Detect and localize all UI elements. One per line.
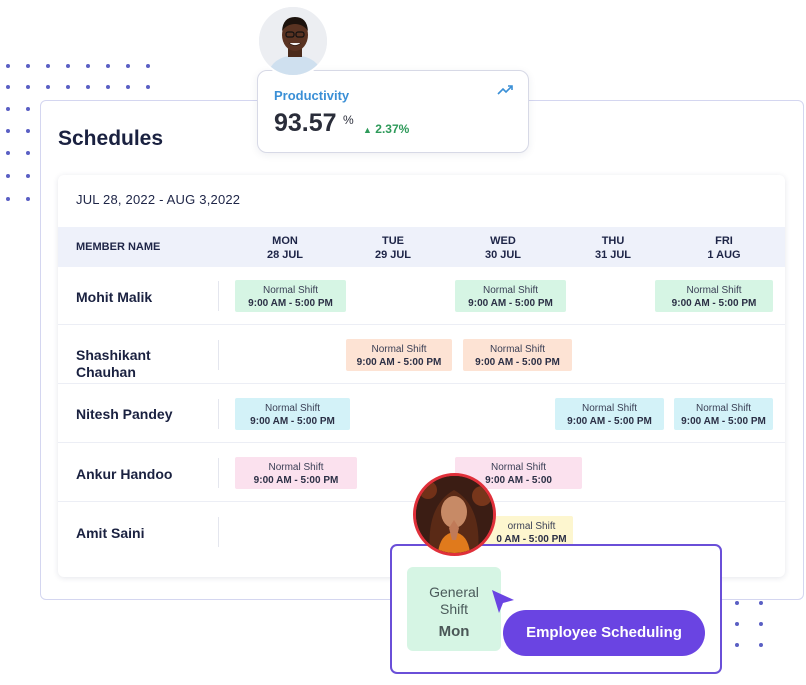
general-shift-card[interactable]: General Shift Mon bbox=[407, 567, 501, 651]
member-name: Mohit Malik bbox=[76, 289, 153, 305]
shift-block[interactable]: Normal Shift 9:00 AM - 5:00 PM bbox=[463, 339, 572, 371]
shift-label: Normal Shift bbox=[371, 344, 427, 355]
column-header-tue: TUE 29 JUL bbox=[348, 234, 438, 262]
column-separator bbox=[218, 399, 219, 429]
member-name: Shashikant Chauhan bbox=[76, 347, 151, 380]
avatar bbox=[257, 5, 329, 77]
day-label: FRI bbox=[715, 235, 733, 247]
date-label: 28 JUL bbox=[266, 249, 304, 261]
employee-scheduling-button[interactable]: Employee Scheduling bbox=[503, 610, 705, 656]
day-label: THU bbox=[601, 235, 625, 247]
avatar bbox=[413, 473, 496, 556]
shift-block[interactable]: Normal Shift 9:00 AM - 5:00 PM bbox=[674, 398, 773, 430]
column-header-mon: MON 28 JUL bbox=[240, 234, 330, 262]
member-name: Amit Saini bbox=[76, 525, 145, 541]
shift-block[interactable]: Normal Shift 9:00 AM - 5:00 PM bbox=[235, 457, 357, 489]
shift-label: Normal Shift bbox=[482, 285, 538, 296]
day-label: TUE bbox=[382, 235, 404, 247]
column-header-wed: WED 30 JUL bbox=[458, 234, 548, 262]
table-header bbox=[58, 227, 785, 267]
column-separator bbox=[218, 281, 219, 311]
column-header-fri: FRI 1 AUG bbox=[679, 234, 769, 262]
shift-block[interactable]: Normal Shift 9:00 AM - 5:00 PM bbox=[346, 339, 452, 371]
triangle-up-icon: ▲ bbox=[363, 125, 372, 135]
page-title: Schedules bbox=[58, 127, 164, 150]
shift-label: Normal Shift bbox=[490, 462, 546, 473]
productivity-label: Productivity bbox=[274, 88, 350, 103]
productivity-value: 93.57 bbox=[274, 109, 337, 137]
column-header-member: MEMBER NAME bbox=[76, 241, 161, 253]
shift-label: ormal Shift bbox=[507, 521, 556, 532]
row-divider bbox=[58, 383, 785, 384]
shift-label: Normal Shift bbox=[686, 285, 742, 296]
shift-time: 9:00 AM - 5:00 PM bbox=[253, 475, 339, 486]
column-separator bbox=[218, 340, 219, 370]
shift-block[interactable]: Normal Shift 9:00 AM - 5:00 PM bbox=[655, 280, 773, 312]
general-shift-line2: Shift bbox=[439, 601, 468, 617]
date-label: 29 JUL bbox=[374, 249, 412, 261]
day-label: MON bbox=[272, 235, 298, 247]
date-label: 1 AUG bbox=[707, 249, 741, 261]
date-label: 31 JUL bbox=[594, 249, 632, 261]
productivity-card bbox=[257, 70, 529, 153]
productivity-unit: % bbox=[343, 113, 354, 127]
shift-block[interactable]: Normal Shift 9:00 AM - 5:00 PM bbox=[235, 280, 346, 312]
dot-grid-right bbox=[725, 595, 785, 655]
shift-label: Normal Shift bbox=[489, 344, 545, 355]
shift-block[interactable]: Normal Shift 9:00 AM - 5:00 PM bbox=[455, 280, 566, 312]
shift-label: Normal Shift bbox=[264, 403, 320, 414]
productivity-change-value: 2.37% bbox=[375, 122, 410, 136]
member-name: Nitesh Pandey bbox=[76, 406, 173, 422]
column-separator bbox=[218, 458, 219, 488]
general-shift-line1: General bbox=[429, 584, 479, 600]
shift-label: Normal Shift bbox=[581, 403, 637, 414]
shift-time: 9:00 AM - 5:00 PM bbox=[356, 357, 442, 368]
shift-time: 0 AM - 5:00 PM bbox=[496, 534, 567, 545]
trend-up-icon bbox=[497, 85, 513, 95]
shift-time: 9:00 AM - 5:00 PM bbox=[248, 298, 333, 309]
shift-label: Normal Shift bbox=[695, 403, 751, 414]
shift-block[interactable]: Normal Shift 9:00 AM - 5:00 PM bbox=[235, 398, 350, 430]
general-shift-day: Mon bbox=[438, 623, 470, 640]
column-separator bbox=[218, 517, 219, 547]
shift-time: 9:00 AM - 5:00 PM bbox=[468, 298, 553, 309]
pointer-cursor-icon bbox=[492, 590, 514, 613]
shift-label: Normal Shift bbox=[268, 462, 324, 473]
shift-time: 9:00 AM - 5:00 PM bbox=[567, 416, 652, 427]
member-name: Ankur Handoo bbox=[76, 466, 173, 482]
day-label: WED bbox=[490, 235, 516, 247]
shift-time: 9:00 AM - 5:00 bbox=[485, 475, 552, 486]
shift-time: 9:00 AM - 5:00 PM bbox=[671, 298, 757, 309]
column-header-thu: THU 31 JUL bbox=[568, 234, 658, 262]
date-label: 30 JUL bbox=[484, 249, 522, 261]
date-range[interactable]: JUL 28, 2022 - AUG 3,2022 bbox=[76, 192, 241, 207]
shift-block[interactable]: Normal Shift 9:00 AM - 5:00 PM bbox=[555, 398, 664, 430]
row-divider bbox=[58, 442, 785, 443]
productivity-change: ▲ 2.37% bbox=[363, 122, 409, 136]
shift-time: 9:00 AM - 5:00 PM bbox=[681, 416, 766, 427]
row-divider bbox=[58, 324, 785, 325]
shift-time: 9:00 AM - 5:00 PM bbox=[475, 357, 560, 368]
shift-label: Normal Shift bbox=[262, 285, 318, 296]
dot-grid-left bbox=[0, 0, 180, 210]
shift-time: 9:00 AM - 5:00 PM bbox=[250, 416, 335, 427]
